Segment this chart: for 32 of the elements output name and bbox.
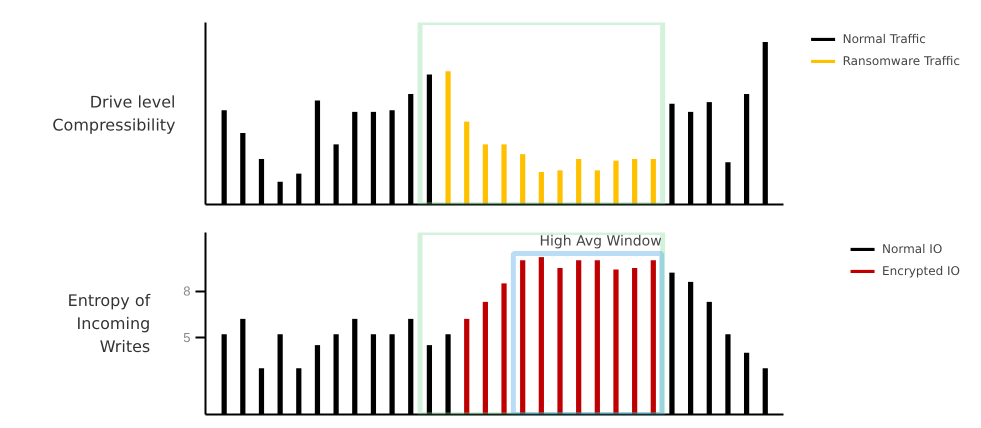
- bar: [464, 122, 470, 204]
- bar: [650, 159, 656, 204]
- bar: [632, 159, 638, 204]
- y-axis-title: Entropy of Incoming Writes: [68, 291, 151, 356]
- bar: [501, 283, 507, 414]
- bar: [557, 170, 563, 204]
- bar: [501, 144, 507, 204]
- legend-label: Encrypted IO: [882, 264, 960, 278]
- bar: [482, 302, 488, 414]
- bar: [482, 144, 488, 204]
- bar: [613, 160, 619, 204]
- y-axis-title: Drive level Compressibility: [52, 92, 176, 134]
- bar: [520, 154, 526, 204]
- bar: [538, 257, 544, 414]
- bar: [576, 260, 582, 414]
- bar: [464, 318, 470, 414]
- bar: [538, 172, 544, 204]
- bar: [613, 270, 619, 414]
- bar: [632, 268, 638, 414]
- bar: [445, 71, 451, 204]
- bar: [650, 260, 656, 414]
- bar: [594, 260, 600, 414]
- bar: [557, 268, 563, 414]
- annotation: High Avg Window: [539, 234, 662, 250]
- legend-label: Ransomware Traffic: [842, 54, 960, 68]
- bar: [520, 260, 526, 414]
- y-tick-label: 8: [183, 284, 191, 299]
- bar: [576, 159, 582, 204]
- y-tick-label: 5: [183, 330, 191, 345]
- bar: [594, 170, 600, 204]
- legend-label: Normal Traffic: [842, 32, 926, 46]
- legend-label: Normal IO: [882, 242, 942, 256]
